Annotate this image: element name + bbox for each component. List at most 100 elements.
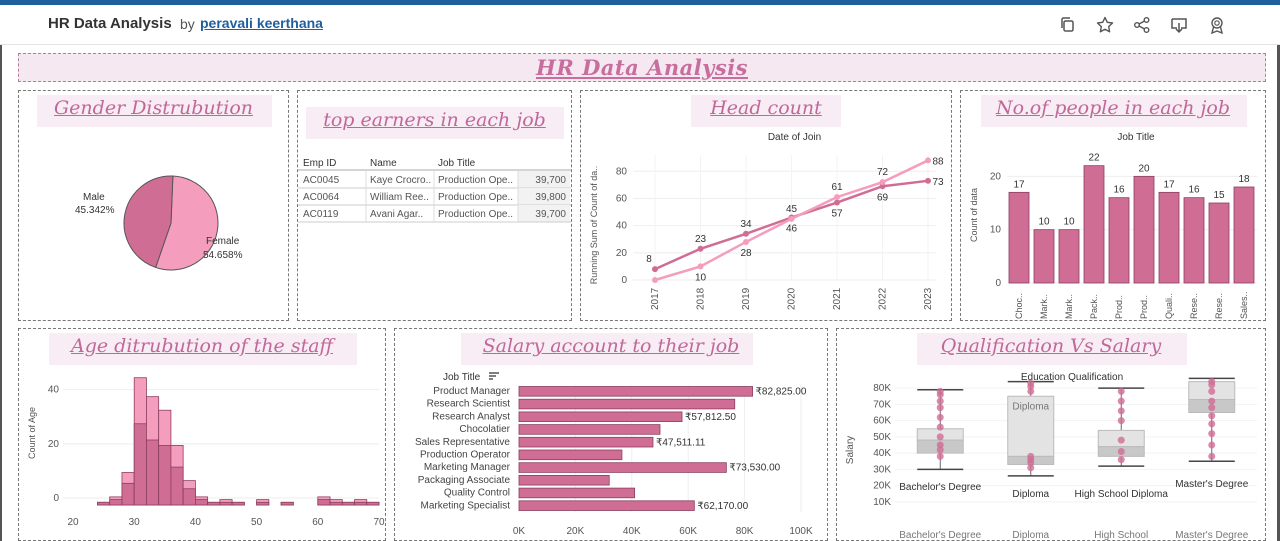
table-cell-bg [518,205,570,222]
gender-pie-chart[interactable]: Male 45.342% Female 54.658% [19,129,288,319]
hbar-category: Research Scientist [427,399,511,410]
box-chart-title: Education Qualification [1021,372,1123,383]
hist-bar-dark [329,501,343,506]
box-ylabel: Salary [845,436,856,464]
hbar-xtick: 100K [789,526,813,537]
qualification-panel: Qualification Vs Salary Education Qualif… [836,328,1266,541]
table-cell-bg [518,188,570,205]
hbar-bar-0 [518,386,753,397]
hist-bar-dark [366,501,380,506]
app-title: HR Data Analysis [48,15,172,32]
box-category-label: Master's Degree [1175,479,1248,490]
box-ytick: 40K [873,448,891,459]
box-point [1027,452,1035,460]
box-ytick: 20K [873,481,891,492]
salary-bar-chart[interactable]: Job Title 0K 20K 40K 60K 80K 100K Product Manag… [395,365,827,540]
line-data-label: 34 [740,219,752,230]
gender-panel-title: Gender Distrubution [54,97,253,119]
box-point [1117,387,1125,395]
hist-bar-dark [317,499,331,506]
bar-value-label: 20 [1138,163,1150,174]
hbar-value-label: ₹47,511.11 [656,437,706,448]
people-job-panel: No.of people in each job Job Title 0 10 20 C… [960,90,1266,321]
line-xtick: 2018 [696,287,707,310]
bar-4 [1108,197,1130,284]
hist-bar-dark [231,501,245,506]
age-panel: Age ditrubution of the staff 0 20 40 Count … [18,328,386,541]
hbar-category: Chocolatier [459,424,510,435]
line-data-label: 88 [932,156,944,167]
box-point [936,423,944,431]
line-data-label: 46 [786,224,798,235]
box-point [1117,397,1125,405]
bar-chart-title: Job Title [1117,132,1155,143]
hbar-category: Packaging Associate [418,475,511,486]
box-bottom-label: Master's Degree [1175,530,1248,540]
box-point [1208,404,1216,412]
bar-ytick: 20 [990,171,1002,182]
table-cell: AC0045 [303,175,340,186]
line-data-label: 10 [695,272,707,283]
top-earners-table[interactable]: Emp ID Name Job Title AC0045 Kaye Crocro.. Pr… [298,151,571,291]
line-ytick: 20 [616,248,628,259]
badge-icon[interactable] [1207,15,1227,35]
vertical-scrollbar[interactable] [1277,45,1280,541]
box-point [1208,387,1216,395]
hist-bar-dark [146,439,160,506]
hbar-xtick: 60K [679,526,697,537]
age-histogram[interactable]: 0 20 40 Count of Age 20 30 40 50 60 70 [19,365,385,540]
line-point [879,179,886,186]
line-data-label: 57 [831,209,843,220]
table-header-0: Emp ID [303,158,336,169]
pie-slice-female [155,175,219,271]
people-job-bar-chart[interactable]: Job Title 0 10 20 Count of data 17 Choc.. 10 Mar… [961,125,1265,320]
table-header-1: Name [370,158,397,169]
qualification-box-plot[interactable]: Education Qualification 10K 20K 30K 40K 50K 60… [837,365,1265,540]
table-cell: Kaye Crocro.. [370,175,431,186]
top-earners-title: top earners in each job [323,109,546,131]
hist-ytick: 40 [48,385,60,396]
box-point [1027,379,1035,387]
box-point [1208,378,1216,386]
hist-bar-dark [109,499,123,506]
hist-bar-dark [280,501,294,506]
hist-bar-dark [158,445,172,506]
hbar-category: Marketing Manager [424,462,511,473]
box-point [1117,407,1125,415]
share-icon[interactable] [1132,15,1152,35]
table-header-2: Job Title [438,158,476,169]
line-ytick: 80 [616,166,628,177]
bar-xtick: Quali.. [1164,293,1174,319]
line-point [925,157,931,164]
line-point [652,277,658,283]
star-icon[interactable] [1095,15,1115,35]
pie-label-female: Female [206,236,240,247]
line-xtick: 2023 [923,287,934,310]
line-data-label: 23 [695,234,707,245]
table-cell: 39,700 [535,209,566,220]
line-data-label: 61 [831,182,843,193]
box-point [1117,448,1125,455]
pie-slice-male [123,175,174,269]
download-icon[interactable] [1169,15,1189,35]
line-xtick: 2017 [650,287,661,310]
head-count-line-chart[interactable]: Date of Join 0 20 40 60 80 2017 2018 2019 2020 202… [581,125,951,320]
bar-xtick: Mark.. [1064,294,1074,319]
bar-xtick: Mark.. [1039,294,1049,319]
hist-bar-dark [194,499,209,506]
author-link[interactable]: peravali keerthana [200,15,323,31]
hbar-bar-3 [518,424,661,435]
salary-panel: Salary account to their job Job Title 0K 2… [394,328,828,541]
people-job-title: No.of people in each job [996,97,1230,119]
box-ytick: 70K [873,399,891,410]
line-ytick: 60 [616,193,628,204]
hist-xtick: 60 [312,517,324,528]
table-cell: Avani Agar.. [370,209,423,220]
hist-xtick: 40 [190,517,202,528]
box-point [936,413,944,421]
hbar-bar-4 [518,436,654,448]
box-inner-label: Diploma [1012,401,1049,412]
table-cell: Production Ope.. [438,175,513,186]
copy-icon[interactable] [1058,15,1078,35]
hbar-bar-9 [518,500,695,511]
